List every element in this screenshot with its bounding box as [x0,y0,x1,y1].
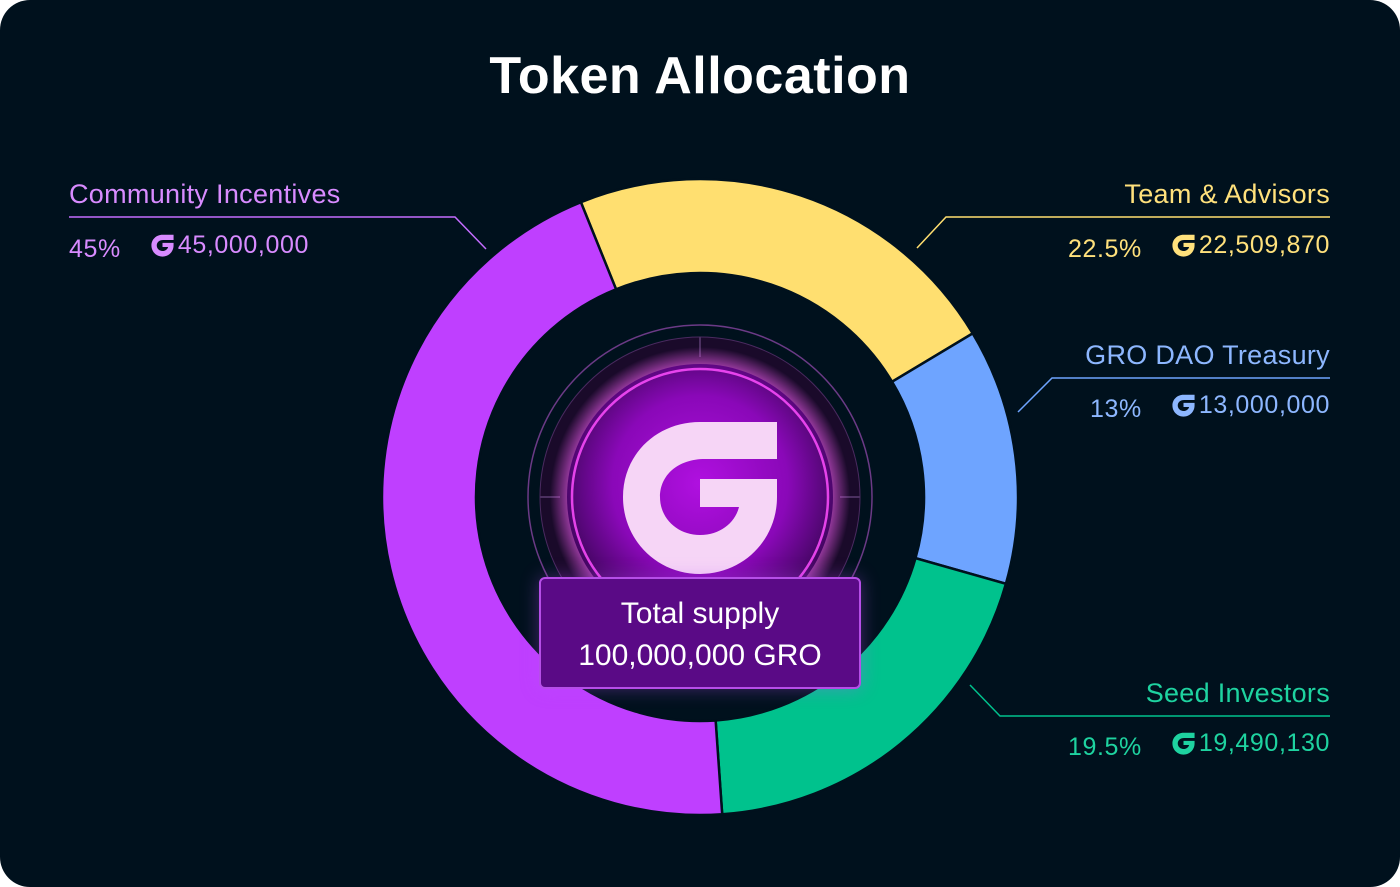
amount-seed: 19,490,130 [1172,729,1330,758]
amount-team: 22,509,870 [1172,231,1330,260]
amount-community: 45,000,000 [151,231,309,260]
total-supply-box: Total supply 100,000,000 GRO [539,577,861,689]
leader-seed [969,684,1330,717]
legend-label-treasury: GRO DAO Treasury [1085,340,1330,370]
leader-team [916,216,1330,249]
legend-label-seed: Seed Investors [1145,678,1330,708]
leader-treasury [1017,377,1330,413]
amount-seed-text: 19,490,130 [1198,729,1330,757]
gro-token-icon [1172,732,1195,755]
amount-team-text: 22,509,870 [1198,231,1330,259]
gro-token-icon [1172,394,1195,417]
legend-label-community: Community Incentives [69,179,341,209]
slice-community [380,200,724,817]
total-supply-label: Total supply [620,597,780,630]
legend-values-treasury: 13% 13,000,000 [1090,391,1330,424]
chart-title: Token Allocation [489,47,911,105]
amount-treasury: 13,000,000 [1172,391,1330,420]
legend-values-team: 22.5% 22,509,870 [1068,231,1330,264]
gro-token-icon [151,234,174,257]
gro-token-icon [1172,234,1195,257]
percent-seed: 19.5% [1067,733,1142,761]
legend-values-community: 45% 45,000,000 [69,231,309,264]
percent-community: 45% [69,235,121,263]
amount-community-text: 45,000,000 [177,231,309,259]
legend-label-team: Team & Advisors [1124,179,1330,209]
percent-treasury: 13% [1090,395,1142,423]
gro-logo-icon [623,422,777,574]
percent-team: 22.5% [1067,235,1142,263]
leader-community [69,216,487,250]
total-supply-value: 100,000,000 GRO [578,639,822,672]
legend-values-seed: 19.5% 19,490,130 [1068,729,1330,762]
slice-treasury [890,331,1020,586]
slice-team [579,177,975,384]
callout-leader-lines [69,216,1330,717]
slice-seed [714,556,1008,816]
amount-treasury-text: 13,000,000 [1198,391,1330,419]
